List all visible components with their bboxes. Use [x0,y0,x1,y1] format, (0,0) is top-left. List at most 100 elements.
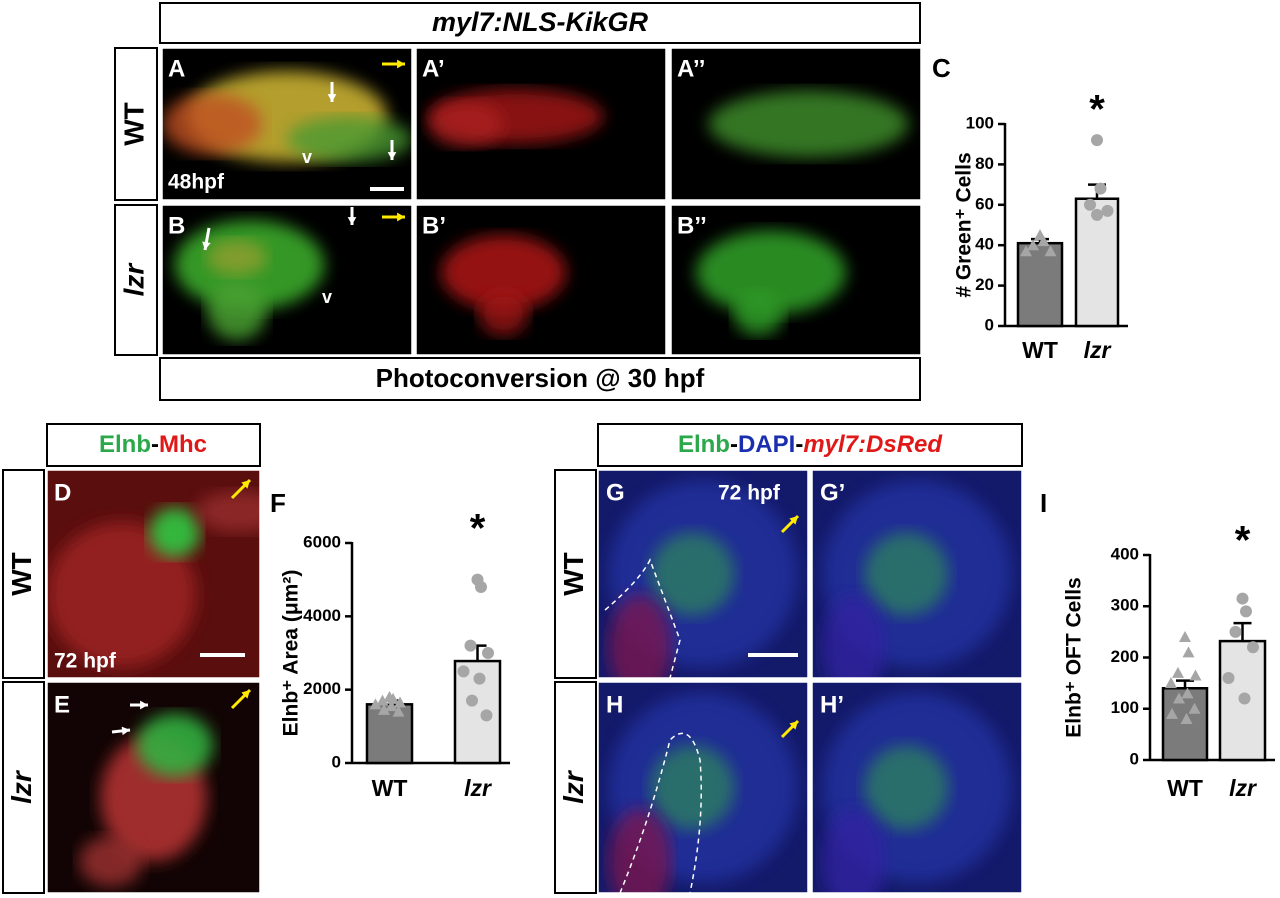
panel-label: G’ [820,479,845,506]
panel-label: B’’ [677,212,707,239]
row-label: lzr [6,769,37,804]
signal [78,836,143,887]
header-title-part: Mhc [159,431,207,458]
data-point [1027,239,1039,251]
row-label-box [2,681,45,894]
signal [287,116,412,162]
header-title: myl7:NLS-KikGR [432,7,649,37]
signal [47,522,197,668]
data-point [392,705,405,717]
y-tick-label: 4000 [303,606,341,625]
data-point [1181,687,1194,699]
data-point [1222,672,1235,684]
significance-mark: * [470,507,486,551]
micrograph [162,205,412,355]
footer-box [159,357,921,401]
panel-letter: F [270,488,286,518]
panel-frame [811,469,1023,679]
data-point [1037,235,1050,247]
y-axis-label: Elnb⁺ Area (μm²) [280,570,303,737]
arrow-head [347,217,357,225]
scale-bar [200,653,245,657]
y-tick-label: 100 [1111,698,1139,717]
data-point [1091,134,1103,147]
data-point [369,698,382,710]
panel-frame [161,204,413,356]
y-tick-label: 400 [1111,544,1139,563]
footer-text: Photoconversion @ 30 hpf [376,363,705,393]
signal [207,239,267,276]
signal [650,532,735,616]
signal [733,290,784,336]
panel-frame [46,681,261,894]
panel-letter: C [932,53,951,83]
data-point [1101,204,1114,217]
data-point [1189,669,1202,681]
panel-label: 48hpf [168,171,225,194]
data-point [1166,707,1178,719]
header-box [597,423,1023,467]
y-tick-label: 0 [332,752,341,771]
x-tick-label: lzr [1229,775,1257,801]
panel-label: A’ [422,55,445,82]
header-title-part: - [730,431,738,458]
header-title: Elnb-DAPI-myl7:DsRed [678,431,943,458]
header-title-part: myl7:DsRed [803,431,943,458]
y-tick-label: 80 [975,154,994,173]
data-point [387,692,399,704]
bar [365,703,414,765]
signal [478,290,529,336]
signal [136,713,214,777]
y-tick-label: 6000 [303,532,341,551]
data-point [1173,692,1185,704]
arrow-head [241,690,250,699]
signal [864,745,949,830]
arrow-head [789,721,798,730]
panel-label: B’ [422,212,446,239]
data-point [473,672,486,685]
header-title: Elnb-Mhc [99,431,207,458]
signal [650,745,735,830]
arrow-head [387,152,397,160]
x-tick-label: WT [1167,775,1203,801]
row-label: WT [6,552,37,596]
data-point [482,647,494,659]
micrograph [598,682,808,893]
row-label-box [114,47,158,201]
data-point [1236,592,1249,605]
panel-label: v [322,287,332,307]
data-point [1238,692,1251,705]
x-tick-label: lzr [464,775,492,801]
y-tick-label: 2000 [303,679,341,698]
micrograph [416,205,666,355]
y-tick-label: 300 [1111,596,1139,615]
header-title-part: - [151,431,159,458]
data-point [1182,646,1195,658]
x-tick-label: WT [372,775,408,801]
header-box [159,2,921,44]
signal [149,507,201,558]
data-point [1188,702,1201,714]
panel-frame [161,47,413,201]
data-point [1247,641,1259,654]
data-point [1044,245,1057,257]
bar [1161,687,1209,762]
panel-label: H [606,691,623,718]
x-tick-label: WT [1022,337,1058,363]
data-point [1091,208,1103,221]
panel-label: A’’ [677,55,705,82]
data-point [1172,666,1184,678]
panel-frame [415,204,667,356]
panel-frame [597,469,809,679]
data-point [464,639,477,652]
data-point [480,709,493,722]
micrograph [598,470,808,678]
y-axis-label: Elnb⁺ OFT Cells [1063,577,1086,737]
panel-label: H’ [820,691,844,718]
y-tick-label: 40 [975,235,994,254]
arrow-head [397,212,405,222]
row-label: WT [558,552,589,596]
panel-frame [597,681,809,894]
signal [207,280,267,340]
